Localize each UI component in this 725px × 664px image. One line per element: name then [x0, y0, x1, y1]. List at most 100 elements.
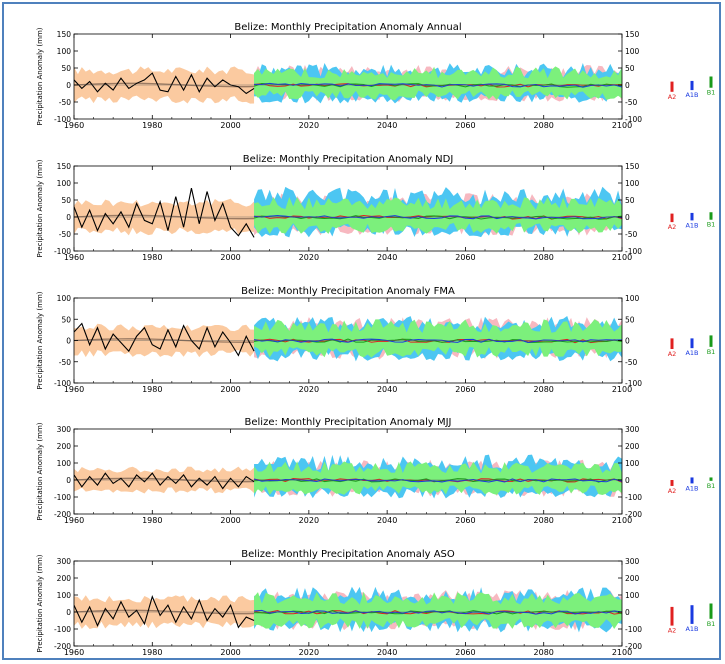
legend-bar-a1b: [690, 80, 694, 91]
x-tick-label: 2100: [612, 385, 632, 394]
y-tick-label-right: 100: [625, 179, 640, 188]
x-tick-label: 2000: [220, 648, 240, 657]
y-tick-label-right: -200: [625, 510, 642, 519]
x-tick-label: 2100: [612, 253, 632, 262]
x-tick-label: 2060: [455, 516, 475, 525]
chart-title: Belize: Monthly Precipitation Anomaly FM…: [241, 286, 455, 297]
y-tick-label-right: 150: [625, 162, 640, 171]
legend-bar-a2: [670, 81, 674, 92]
x-tick-label: 1960: [64, 648, 84, 657]
legend-label-a2: A2: [668, 223, 677, 231]
chart-title: Belize: Monthly Precipitation Anomaly AS…: [241, 549, 455, 560]
x-tick-label: 2060: [455, 385, 475, 394]
y-tick-label: -50: [59, 98, 71, 107]
y-tick-label: -200: [54, 510, 71, 519]
x-tick-label: 2080: [534, 253, 554, 262]
x-tick-label: 2020: [299, 516, 319, 525]
y-tick-label-right: 50: [625, 64, 635, 73]
y-tick-label-right: 100: [625, 459, 640, 468]
legend-bar-a2: [670, 606, 674, 626]
y-axis-label: Precipitation Anomaly (mm): [36, 159, 44, 257]
x-tick-label: 2020: [299, 121, 319, 130]
observed-line: [74, 322, 255, 357]
y-tick-label: 300: [57, 557, 72, 566]
y-axis-label: Precipitation Anomaly (mm): [36, 554, 44, 652]
x-tick-label: 2040: [377, 253, 397, 262]
x-tick-label: 2020: [299, 385, 319, 394]
x-tick-label: 2000: [220, 516, 240, 525]
y-tick-label: -200: [54, 642, 71, 651]
y-tick-label: -50: [59, 230, 71, 239]
y-tick-label-right: 50: [625, 315, 635, 324]
a1b-median-line: [253, 478, 622, 483]
chart-title: Belize: Monthly Precipitation Anomaly MJ…: [245, 417, 452, 428]
legend-bar-a1b: [690, 212, 694, 221]
y-tick-label-right: 50: [625, 196, 635, 205]
a1b-median-line: [253, 338, 622, 344]
x-tick-label: 1960: [64, 516, 84, 525]
y-tick-label-right: 0: [625, 81, 630, 90]
legend-label-b1: B1: [707, 89, 716, 97]
x-tick-label: 2040: [377, 385, 397, 394]
legend-bar-a2: [670, 213, 674, 223]
legend-bar-b1: [709, 477, 713, 481]
plot-area: [74, 63, 622, 104]
y-tick-label: 50: [61, 315, 71, 324]
x-tick-label: 1980: [142, 121, 162, 130]
chart-panel-1: Belize: Monthly Precipitation Anomaly ND…: [36, 154, 715, 262]
chart-canvas: Belize: Monthly Precipitation Anomaly An…: [36, 22, 716, 657]
x-tick-label: 2000: [220, 253, 240, 262]
legend-bar-a2: [670, 338, 674, 349]
b1-range-band: [254, 461, 622, 495]
x-tick-label: 2040: [377, 648, 397, 657]
y-tick-label-right: -100: [625, 625, 642, 634]
legend-bar-a1b: [690, 477, 694, 484]
x-tick-label: 2000: [220, 121, 240, 130]
legend-label-a1b: A1B: [685, 484, 698, 492]
y-tick-label: 200: [57, 442, 72, 451]
plot-area: [74, 315, 622, 362]
y-tick-label-right: -200: [625, 642, 642, 651]
observed-line: [74, 72, 255, 95]
y-tick-label-right: 300: [625, 425, 640, 434]
y-tick-label: 100: [57, 294, 72, 303]
b1-range-band: [254, 591, 622, 629]
x-tick-label: 2080: [534, 121, 554, 130]
y-tick-label: -100: [54, 625, 71, 634]
y-tick-label: 100: [57, 179, 72, 188]
legend-label-a1b: A1B: [685, 349, 698, 357]
x-tick-label: 2080: [534, 648, 554, 657]
legend-label-a1b: A1B: [685, 221, 698, 229]
y-tick-label: 100: [57, 591, 72, 600]
legend-bar-b1: [709, 603, 713, 619]
b1-range-band: [254, 196, 622, 234]
observed-smoothed-line: [74, 477, 255, 483]
legend-label-a1b: A1B: [685, 91, 698, 99]
plot-area: [74, 454, 622, 499]
chart-title: Belize: Monthly Precipitation Anomaly An…: [234, 22, 461, 33]
x-tick-label: 2100: [612, 121, 632, 130]
x-tick-label: 1960: [64, 121, 84, 130]
legend-bar-a1b: [690, 338, 694, 349]
legend-bar-a1b: [690, 605, 694, 624]
chart-title: Belize: Monthly Precipitation Anomaly ND…: [243, 154, 454, 165]
plot-area: [74, 186, 622, 238]
y-tick-label: 0: [66, 608, 71, 617]
y-tick-label-right: -100: [625, 247, 642, 256]
y-tick-label: 50: [61, 64, 71, 73]
y-tick-label: -100: [54, 379, 71, 388]
x-tick-label: 1960: [64, 253, 84, 262]
b1-range-band: [254, 319, 622, 358]
y-tick-label-right: 200: [625, 442, 640, 451]
y-tick-label-right: 0: [625, 337, 630, 346]
chart-panel-2: Belize: Monthly Precipitation Anomaly FM…: [36, 286, 715, 394]
x-tick-label: 1980: [142, 385, 162, 394]
y-tick-label: 0: [66, 337, 71, 346]
y-tick-label-right: -100: [625, 493, 642, 502]
y-tick-label: 0: [66, 81, 71, 90]
legend-label-b1: B1: [707, 221, 716, 229]
y-axis-label: Precipitation Anomaly (mm): [36, 27, 44, 125]
x-tick-label: 2100: [612, 516, 632, 525]
x-tick-label: 2060: [455, 253, 475, 262]
